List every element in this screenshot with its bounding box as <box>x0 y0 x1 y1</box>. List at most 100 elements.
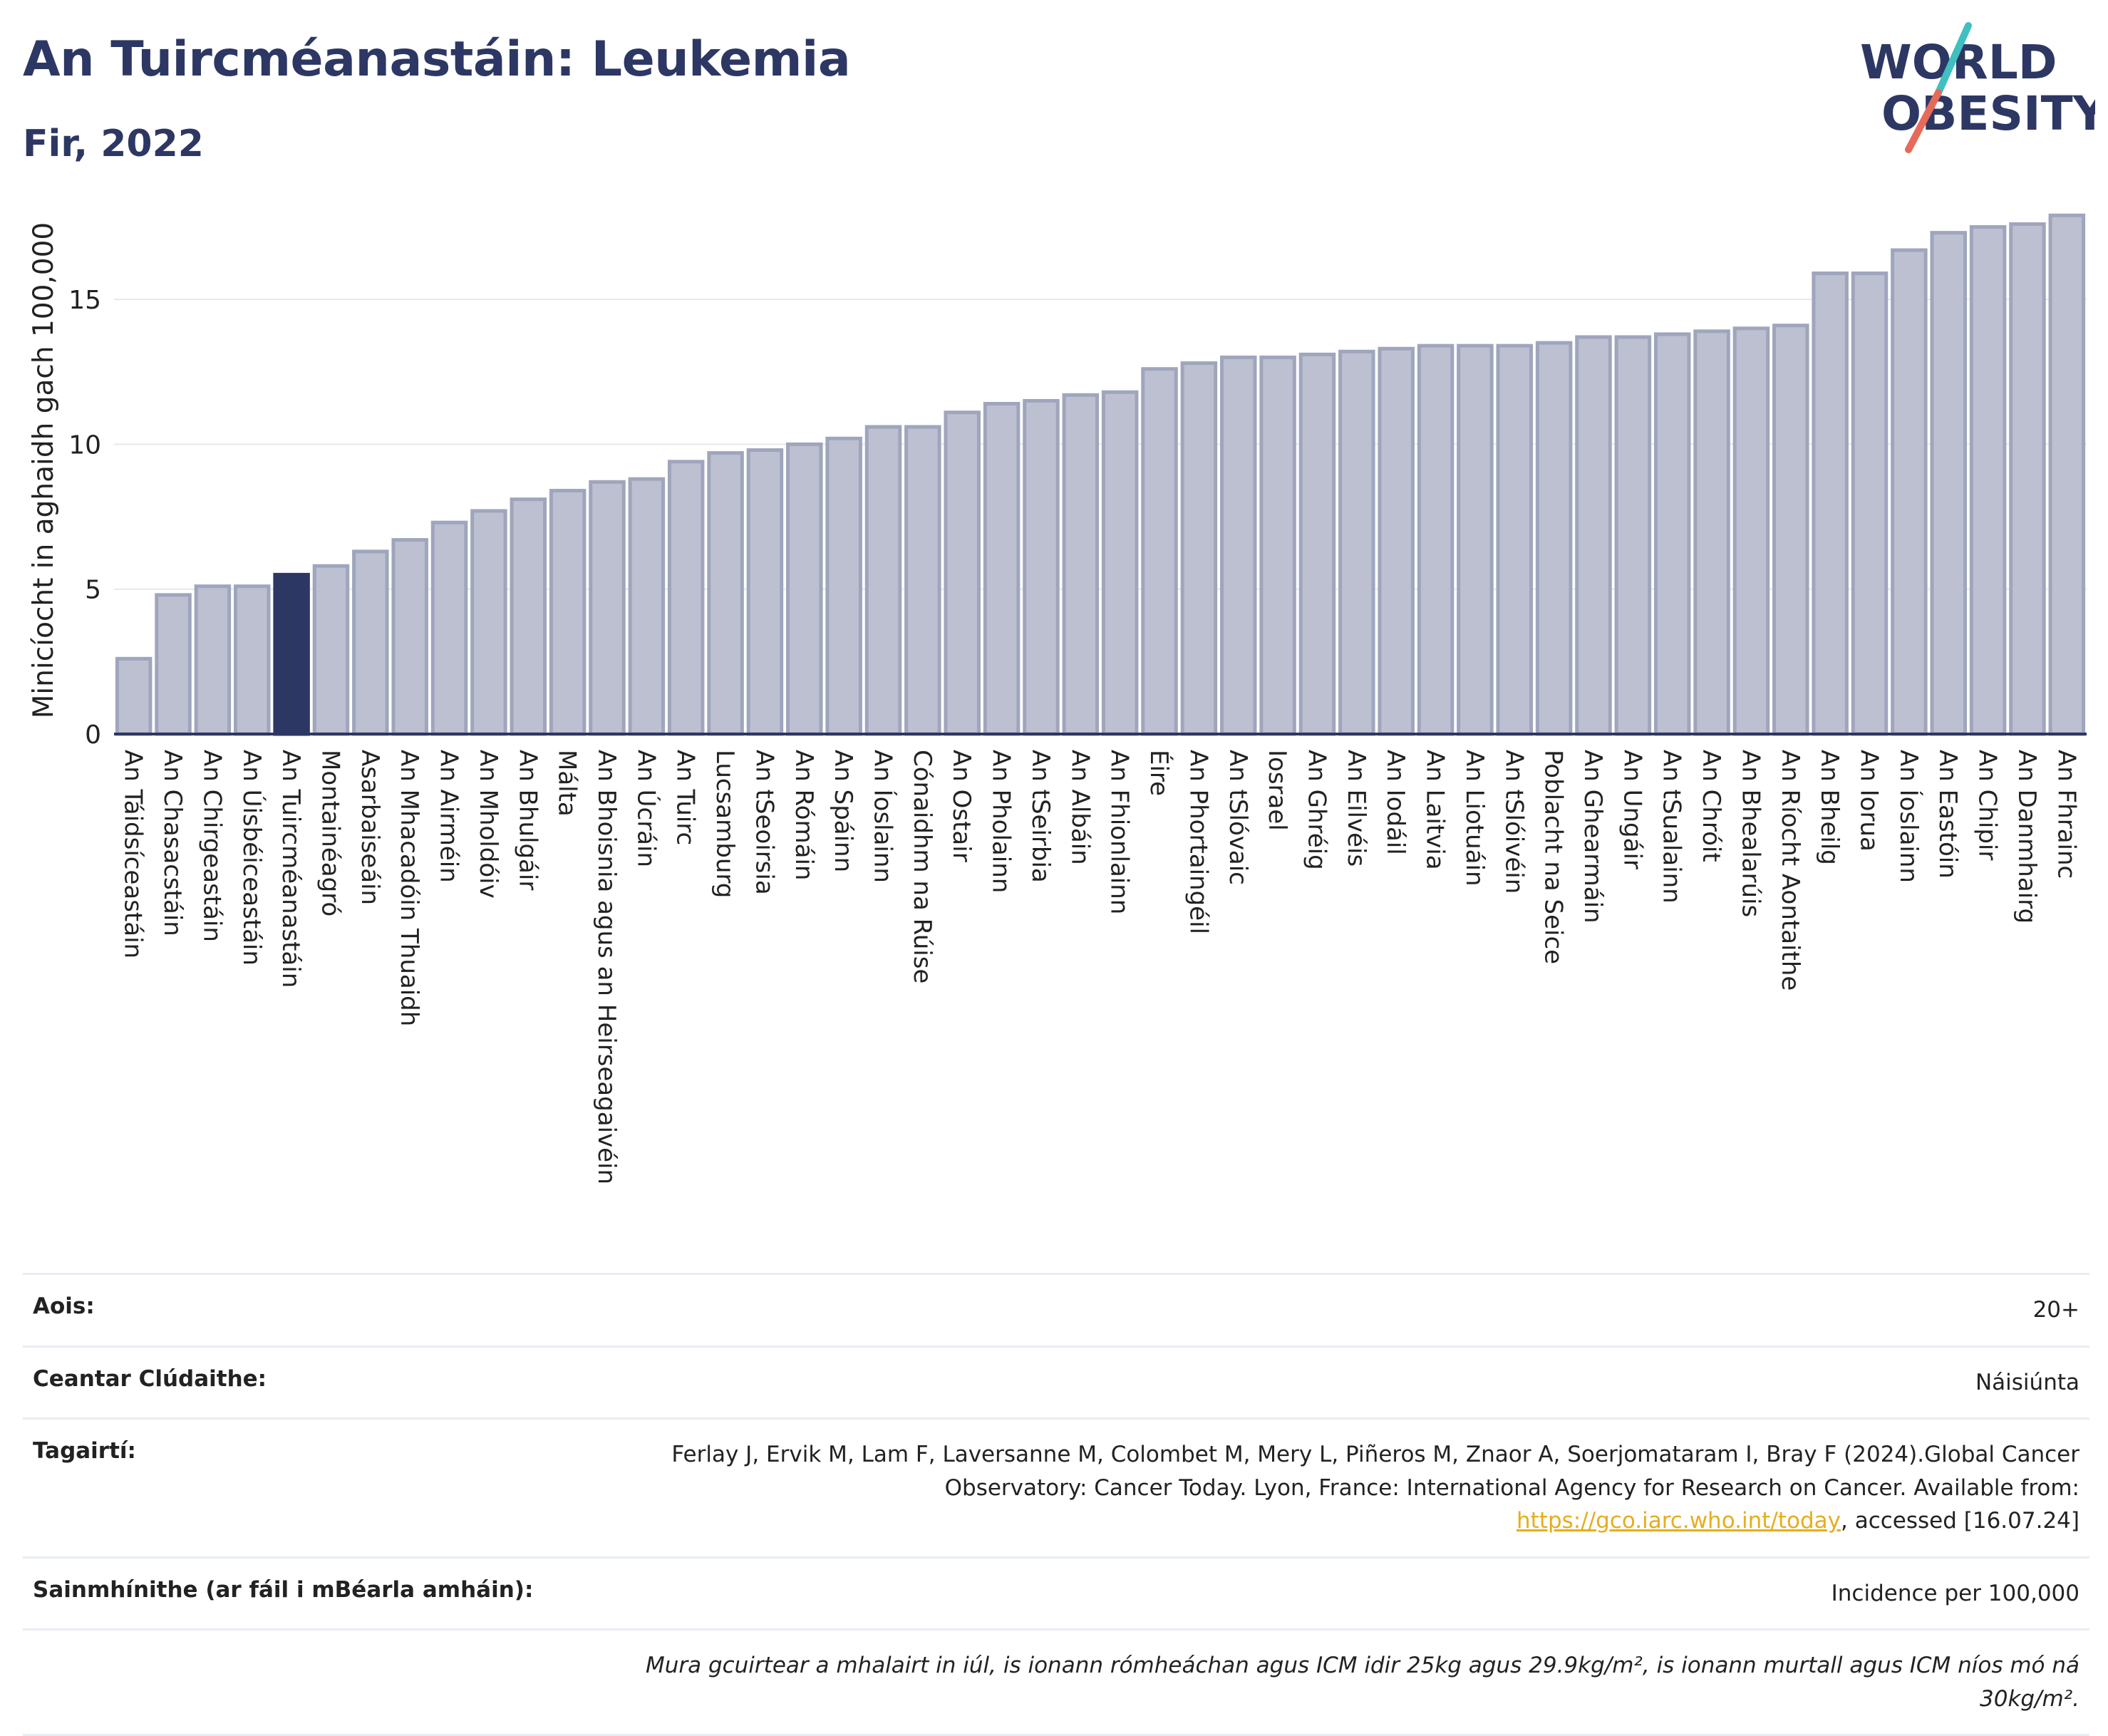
x-tick-label: An Bhulgáir <box>513 750 542 890</box>
x-tick-label: An Ghearmáin <box>1579 750 1607 924</box>
bar <box>1417 343 1455 736</box>
x-tick-label: An Táidsíceastáin <box>119 750 148 959</box>
bar <box>1378 346 1415 736</box>
bar <box>628 477 666 736</box>
bar <box>1180 361 1218 736</box>
x-tick-label: An Eilvéis <box>1342 750 1370 867</box>
x-tick-label: An Chipir <box>1973 750 2002 860</box>
bar <box>864 425 902 736</box>
bar <box>1062 393 1100 736</box>
y-tick-labels: 0 5 10 15 <box>68 286 101 750</box>
bar <box>1693 329 1730 736</box>
x-tick-label: Lucsamburg <box>711 750 739 898</box>
definitions-label: Sainmhínithe (ar fáil i mBéarla amháin): <box>33 1576 534 1603</box>
references-value: Ferlay J, Ervik M, Lam F, Laversanne M, … <box>619 1438 2079 1538</box>
x-tick-label: Éire <box>1145 750 1174 796</box>
bar <box>944 410 981 736</box>
logo-slash-coral <box>1905 89 1942 153</box>
info-row-footnote: Mura gcuirtear a mhalairt in iúl, is ion… <box>23 1628 2089 1736</box>
chart-title: An Tuircméanastáin: Leukemia <box>23 31 851 88</box>
bar <box>1535 341 1573 736</box>
x-tick-label: An Eastóin <box>1933 750 1962 879</box>
bar <box>1141 367 1178 736</box>
x-tick-label: An Pholainn <box>987 750 1016 893</box>
world-obesity-logo: WORLD OBESITY <box>1860 22 2095 153</box>
x-tick-label: Montainéagró <box>316 750 344 916</box>
bar <box>983 401 1021 736</box>
definitions-value: Incidence per 100,000 <box>1831 1580 2079 1606</box>
x-tick-label: An tSualainn <box>1658 750 1686 904</box>
bar <box>589 480 626 736</box>
bar <box>391 538 428 736</box>
x-tick-labels: An Táidsíceastáin An Chasacstáin An Chirge… <box>119 750 2081 1184</box>
bar <box>746 448 784 736</box>
x-tick-label: An Úisbéiceastáin <box>237 750 267 966</box>
bar <box>1812 272 1849 736</box>
coverage-label: Ceantar Clúdaithe: <box>33 1365 267 1392</box>
x-tick-label: An Bhoisnia agus an Heirseagaivéin <box>592 750 621 1184</box>
bar <box>430 520 468 736</box>
x-tick-label: An Spáinn <box>829 750 857 872</box>
references-link[interactable]: https://gco.iarc.who.int/today <box>1517 1508 1841 1534</box>
bar <box>115 656 153 736</box>
bar <box>194 584 232 736</box>
info-row-age: Aois: 20+ <box>23 1273 2089 1345</box>
x-tick-label: An Iorua <box>1855 750 1884 852</box>
age-label: Aois: <box>33 1293 95 1319</box>
x-tick-label: An tSlóvaic <box>1224 750 1252 885</box>
x-tick-label: An tSeoirsia <box>750 750 778 895</box>
bar <box>667 460 705 736</box>
bar <box>825 436 862 736</box>
x-tick-label: An tSeirbia <box>1026 750 1055 883</box>
bar <box>1614 335 1652 736</box>
y-axis-label: Minicíocht in aghaidh gach 100,000 <box>28 222 60 718</box>
x-tick-label: Málta <box>553 750 582 817</box>
x-tick-label: Cónaidhm na Rúise <box>908 750 936 983</box>
x-tick-label: An tSlóivéin <box>1499 750 1528 894</box>
references-suffix: , accessed [16.07.24] <box>1840 1508 2079 1534</box>
x-tick-label: An Fhrainc <box>2052 750 2080 879</box>
bar <box>1969 224 2007 736</box>
bar <box>352 549 389 736</box>
x-tick-label: An Airméin <box>435 750 463 883</box>
x-tick-label: An Tuirc <box>671 750 700 845</box>
x-tick-label: An Rómáin <box>790 750 818 880</box>
bars <box>115 213 2086 736</box>
coverage-value: Náisiúnta <box>1975 1369 2079 1395</box>
bar <box>1575 335 1612 736</box>
bar <box>786 442 823 736</box>
y-tick-label: 0 <box>85 720 101 750</box>
bar <box>1298 352 1336 736</box>
x-tick-label: An Íoslainn <box>1894 750 1923 883</box>
x-tick-label: Iosrael <box>1263 750 1291 831</box>
x-tick-label: Asarbaiseáin <box>356 750 384 905</box>
x-tick-label: An Danmhairg <box>2013 750 2041 924</box>
x-tick-label: An Chirgeastáin <box>197 750 226 942</box>
bar <box>155 593 192 736</box>
x-tick-label: An Albáin <box>1065 750 1094 865</box>
bar <box>1220 355 1257 736</box>
age-value: 20+ <box>2032 1297 2079 1323</box>
x-tick-label: An Mholdóiv <box>474 750 502 899</box>
bar <box>1851 272 1889 736</box>
bar <box>1496 343 1534 736</box>
bar <box>470 509 507 736</box>
bar <box>1732 326 1770 736</box>
x-tick-label: An Bhealarúis <box>1736 750 1765 917</box>
bar <box>904 425 941 736</box>
references-text: Ferlay J, Ervik M, Lam F, Laversanne M, … <box>671 1442 2079 1501</box>
bar <box>1891 248 1928 736</box>
info-table: Aois: 20+ Ceantar Clúdaithe: Náisiúnta T… <box>23 1273 2089 1736</box>
x-tick-label: An Ungáir <box>1618 750 1646 869</box>
x-tick-label: An Ostair <box>947 750 976 862</box>
bar <box>2048 213 2086 736</box>
bar <box>1101 390 1139 736</box>
x-tick-label: An Mhacadóin Thuaidh <box>395 750 423 1026</box>
bar <box>1930 231 1967 736</box>
bar <box>1259 355 1296 736</box>
x-tick-label: An Chróit <box>1697 750 1725 862</box>
x-tick-label: An Ríocht Aontaithe <box>1776 750 1804 991</box>
y-tick-label: 5 <box>85 576 101 605</box>
logo-slash-teal <box>1935 22 1972 96</box>
